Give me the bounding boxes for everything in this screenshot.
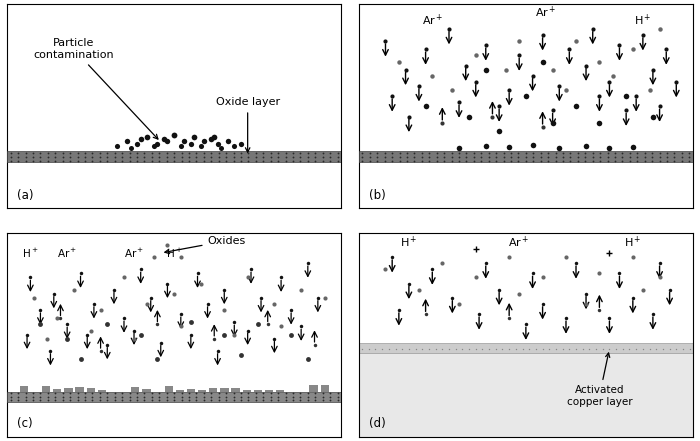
- Bar: [358, 353, 693, 437]
- Text: Ar$^+$: Ar$^+$: [536, 5, 556, 20]
- Bar: [131, 387, 139, 392]
- Text: H$^+$: H$^+$: [400, 235, 418, 250]
- Bar: [176, 390, 184, 392]
- Text: H$^+$: H$^+$: [22, 247, 38, 260]
- Bar: [87, 389, 95, 392]
- Bar: [321, 385, 329, 392]
- Bar: [76, 387, 84, 392]
- Bar: [253, 390, 262, 392]
- Bar: [187, 389, 195, 392]
- Text: (d): (d): [369, 418, 386, 430]
- Bar: [276, 390, 284, 392]
- Text: Oxide layer: Oxide layer: [216, 97, 280, 152]
- Bar: [7, 151, 342, 162]
- Text: H$^+$: H$^+$: [634, 13, 652, 28]
- Text: (b): (b): [369, 189, 386, 202]
- Text: Particle
contamination: Particle contamination: [34, 38, 158, 139]
- Text: Ar$^+$: Ar$^+$: [508, 235, 530, 250]
- Bar: [242, 390, 251, 392]
- Text: (c): (c): [17, 418, 33, 430]
- Bar: [309, 385, 318, 392]
- Bar: [220, 388, 229, 392]
- Bar: [232, 388, 239, 392]
- Bar: [164, 386, 173, 392]
- Text: H$^+$: H$^+$: [166, 247, 183, 260]
- Bar: [209, 388, 218, 392]
- Bar: [20, 386, 28, 392]
- Bar: [7, 392, 342, 402]
- Text: Ar$^+$: Ar$^+$: [421, 13, 443, 28]
- Text: Ar$^+$: Ar$^+$: [57, 247, 77, 260]
- Bar: [265, 390, 273, 392]
- Bar: [358, 233, 693, 345]
- Bar: [358, 151, 693, 162]
- Bar: [42, 385, 50, 392]
- Bar: [198, 390, 206, 392]
- Text: Activated
copper layer: Activated copper layer: [566, 353, 632, 407]
- Bar: [358, 343, 693, 353]
- Text: H$^+$: H$^+$: [624, 235, 642, 250]
- Bar: [142, 389, 150, 392]
- Bar: [64, 388, 73, 392]
- Text: Oxides: Oxides: [165, 236, 246, 254]
- Bar: [53, 389, 62, 392]
- Text: (a): (a): [17, 189, 34, 202]
- Text: Ar$^+$: Ar$^+$: [124, 247, 144, 260]
- Bar: [98, 390, 106, 392]
